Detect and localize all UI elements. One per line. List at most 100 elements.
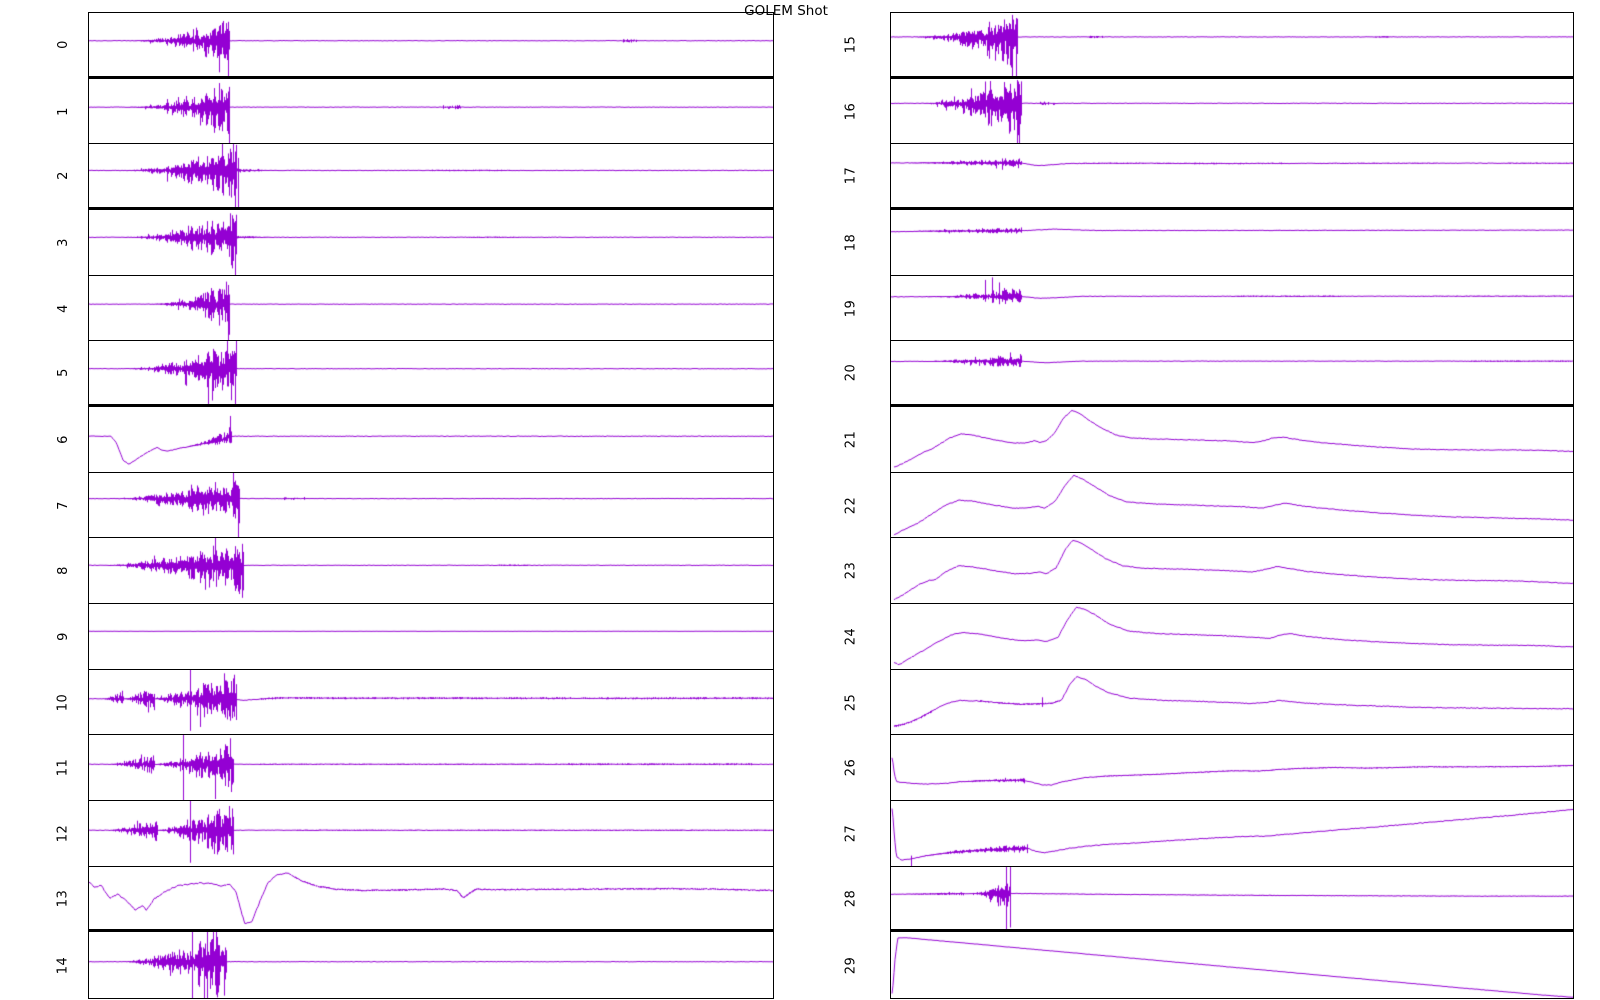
signal-panel-5: 5 — [56, 341, 773, 407]
signal-panel-10: 10 — [55, 670, 773, 735]
panel-label: 9 — [55, 632, 71, 641]
panel-label-wrap: 27 — [839, 801, 863, 866]
panel-label-wrap: 23 — [839, 538, 863, 603]
signal-panel-8: 8 — [56, 538, 773, 604]
panel-label: 4 — [55, 303, 71, 313]
signal-panel-1: 1 — [56, 79, 773, 144]
waveform-canvas — [89, 473, 773, 537]
signal-panel-18: 18 — [843, 210, 1573, 276]
waveform-canvas — [891, 79, 1573, 143]
panel-label: 27 — [843, 824, 859, 843]
panel-label-wrap: 21 — [839, 407, 863, 472]
signal-panel-22: 22 — [843, 473, 1573, 538]
signal-panel-6: 6 — [56, 407, 773, 473]
panel-label: 29 — [843, 956, 859, 974]
panel-label-wrap: 7 — [51, 473, 75, 537]
signal-panel-19: 19 — [843, 276, 1573, 341]
signal-panel-23: 23 — [843, 538, 1573, 604]
waveform-canvas — [891, 407, 1573, 472]
waveform-canvas — [89, 210, 773, 275]
panel-label: 0 — [55, 40, 71, 49]
plot-title: GOLEM Shot — [744, 3, 828, 19]
panel-label-wrap: 16 — [839, 79, 863, 143]
panel-label: 1 — [55, 106, 71, 116]
signal-panel-9: 9 — [56, 604, 773, 670]
signal-panel-7: 7 — [56, 473, 773, 538]
panel-label: 10 — [55, 693, 71, 711]
panel-label-wrap: 8 — [51, 538, 75, 603]
panel-label: 17 — [843, 166, 859, 185]
panel-label-wrap: 18 — [839, 210, 863, 275]
waveform-canvas — [89, 735, 773, 800]
panel-label: 24 — [843, 627, 859, 646]
panel-label: 19 — [843, 299, 859, 317]
signal-panel-12: 12 — [55, 801, 773, 867]
waveform-canvas — [89, 407, 773, 472]
waveform-canvas — [89, 604, 773, 669]
panel-label-wrap: 19 — [839, 276, 863, 340]
signal-panel-28: 28 — [843, 867, 1573, 932]
signal-panel-27: 27 — [843, 801, 1573, 867]
signal-panel-13: 13 — [55, 867, 773, 932]
signal-panel-26: 26 — [843, 735, 1573, 801]
panel-label-wrap: 10 — [51, 670, 75, 734]
waveform-canvas — [891, 210, 1573, 275]
waveform-canvas — [891, 144, 1573, 207]
panel-label-wrap: 22 — [839, 473, 863, 537]
panel-label-wrap: 25 — [839, 670, 863, 734]
waveform-canvas — [891, 13, 1573, 76]
panel-label-wrap: 13 — [51, 867, 75, 929]
panel-label: 26 — [843, 758, 859, 777]
signal-column-right: 15 16 17 18 19 20 21 22 23 24 25 26 27 28 29 — [843, 12, 1574, 999]
waveform-canvas — [89, 867, 773, 929]
waveform-canvas — [891, 538, 1573, 603]
panel-label: 21 — [843, 430, 859, 449]
waveform-canvas — [89, 79, 773, 143]
waveform-canvas — [89, 13, 773, 76]
signal-panel-29: 29 — [843, 932, 1573, 998]
panel-label-wrap: 6 — [51, 407, 75, 472]
panel-label-wrap: 2 — [51, 144, 75, 207]
panel-label: 25 — [843, 693, 859, 711]
waveform-canvas — [891, 801, 1573, 866]
panel-label: 8 — [55, 566, 71, 575]
panel-label-wrap: 5 — [51, 341, 75, 404]
panel-label-wrap: 12 — [51, 801, 75, 866]
waveform-canvas — [89, 538, 773, 603]
panel-label-wrap: 0 — [51, 13, 75, 76]
panel-label: 15 — [843, 35, 859, 54]
panel-label: 22 — [843, 496, 859, 514]
signal-panel-4: 4 — [56, 276, 773, 341]
panel-label: 13 — [55, 889, 71, 907]
panel-label: 3 — [55, 238, 71, 247]
panel-label: 28 — [843, 889, 859, 907]
waveform-canvas — [891, 604, 1573, 669]
panel-label-wrap: 15 — [839, 13, 863, 76]
panel-label: 7 — [55, 500, 71, 510]
waveform-canvas — [891, 276, 1573, 340]
waveform-canvas — [89, 341, 773, 404]
waveform-canvas — [89, 801, 773, 866]
panel-label: 12 — [55, 824, 71, 843]
panel-label: 18 — [843, 233, 859, 252]
panel-label-wrap: 17 — [839, 144, 863, 207]
signal-panel-15: 15 — [843, 13, 1573, 79]
waveform-canvas — [89, 276, 773, 340]
signal-column-left: 0 1 2 3 4 5 6 7 8 9 10 11 12 13 14 — [55, 12, 774, 999]
panel-label: 16 — [843, 102, 859, 120]
waveform-canvas — [89, 932, 773, 998]
panel-label-wrap: 11 — [51, 735, 75, 800]
panel-label-wrap: 14 — [51, 932, 75, 998]
panel-label-wrap: 24 — [839, 604, 863, 669]
panel-label-wrap: 20 — [839, 341, 863, 404]
signal-panel-25: 25 — [843, 670, 1573, 735]
panel-label: 6 — [55, 435, 71, 444]
waveform-canvas — [891, 670, 1573, 734]
waveform-canvas — [891, 932, 1573, 998]
waveform-canvas — [89, 670, 773, 734]
panel-label: 5 — [55, 368, 71, 377]
waveform-canvas — [891, 473, 1573, 537]
panel-label-wrap: 4 — [51, 276, 75, 340]
panel-label: 20 — [843, 363, 859, 382]
